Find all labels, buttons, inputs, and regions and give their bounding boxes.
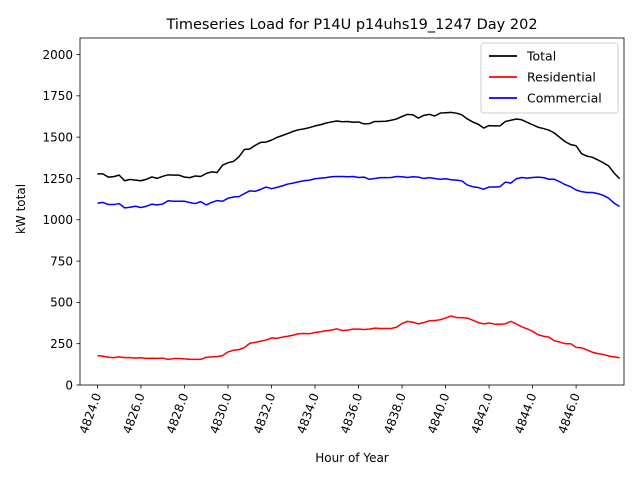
series-line-total: [97, 111, 621, 182]
y-tick-label: 250: [50, 337, 73, 351]
y-tick-label: 2000: [42, 48, 73, 62]
legend-box: [480, 42, 619, 114]
chart-title: Timeseries Load for P14U p14uhs19_1247 D…: [165, 17, 537, 33]
y-axis-label: kW total: [14, 184, 28, 234]
y-tick-label: 1250: [42, 172, 73, 186]
legend-label-total: Total: [526, 49, 556, 64]
y-tick-label: 1000: [42, 213, 73, 227]
y-tick-label: 1750: [42, 89, 73, 103]
legend: Total Residential Commercial: [480, 42, 619, 114]
y-tick-label: 0: [65, 378, 73, 392]
y-tick-label: 1500: [42, 130, 73, 144]
y-tick-label: 750: [50, 254, 73, 268]
plot-frame: [79, 37, 625, 386]
legend-label-residential: Residential: [527, 70, 596, 85]
x-axis-label: Hour of Year: [315, 451, 389, 465]
series-line-commercial: [97, 175, 621, 209]
legend-label-commercial: Commercial: [527, 91, 602, 106]
y-tick-label: 500: [50, 296, 73, 310]
series-line-residential: [97, 315, 620, 361]
